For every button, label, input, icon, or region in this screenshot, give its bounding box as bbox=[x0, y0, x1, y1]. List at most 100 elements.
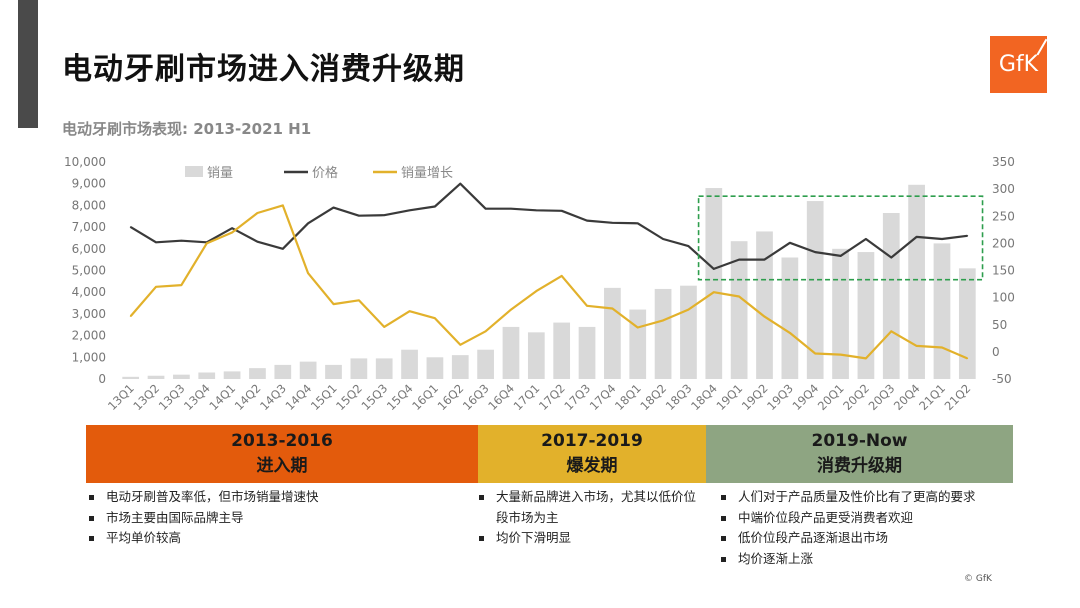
phase-boom-name: 爆发期 bbox=[566, 456, 618, 476]
right-tick-label: 250 bbox=[992, 209, 1015, 223]
bar-17Q2 bbox=[553, 322, 571, 379]
bar-16Q1 bbox=[426, 357, 444, 379]
category-label: 18Q2 bbox=[637, 381, 669, 413]
point-price-20Q4 bbox=[915, 236, 918, 238]
point-price-14Q4 bbox=[307, 222, 309, 225]
left-tick-label: 10,000 bbox=[64, 155, 106, 169]
category-label: 14Q2 bbox=[232, 381, 264, 413]
category-label: 18Q1 bbox=[612, 381, 644, 413]
list-item: 均价下滑明显 bbox=[476, 528, 706, 549]
category-label: 21Q1 bbox=[916, 381, 948, 413]
point-price-16Q1 bbox=[434, 205, 436, 208]
bar-21Q2 bbox=[958, 268, 976, 379]
point-price-14Q1 bbox=[231, 227, 233, 229]
list-item: 电动牙刷普及率低，但市场销量增速快 bbox=[86, 487, 476, 508]
list-item: 平均单价较高 bbox=[86, 528, 476, 549]
left-tick-label: 5,000 bbox=[72, 264, 106, 278]
category-label: 14Q1 bbox=[206, 381, 238, 413]
point-price-13Q2 bbox=[155, 241, 157, 244]
category-label: 19Q3 bbox=[764, 381, 796, 413]
point-price-21Q1 bbox=[941, 238, 943, 240]
left-tick-label: 3,000 bbox=[72, 307, 106, 321]
category-label: 19Q4 bbox=[789, 381, 821, 413]
bar-17Q3 bbox=[578, 326, 596, 379]
bar-19Q1 bbox=[730, 241, 748, 379]
point-growth-18Q1 bbox=[636, 326, 639, 329]
point-growth-14Q2 bbox=[256, 212, 259, 214]
point-growth-13Q2 bbox=[155, 285, 157, 288]
category-label: 19Q1 bbox=[713, 381, 745, 413]
bar-19Q4 bbox=[806, 201, 824, 379]
point-growth-20Q4 bbox=[915, 345, 918, 347]
category-label: 18Q3 bbox=[663, 381, 695, 413]
right-tick-label: -50 bbox=[992, 372, 1012, 386]
point-growth-19Q4 bbox=[814, 352, 817, 355]
bar-16Q2 bbox=[451, 355, 469, 379]
right-tick-label: 300 bbox=[992, 182, 1015, 196]
point-price-16Q2 bbox=[459, 182, 462, 185]
point-growth-13Q4 bbox=[205, 242, 208, 245]
category-label: 19Q2 bbox=[739, 381, 771, 413]
point-price-21Q2 bbox=[966, 234, 969, 237]
point-growth-16Q1 bbox=[434, 317, 436, 320]
point-price-19Q1 bbox=[738, 258, 740, 261]
bar-19Q2 bbox=[756, 231, 773, 379]
point-growth-19Q3 bbox=[789, 332, 791, 334]
point-growth-18Q2 bbox=[662, 319, 664, 322]
category-label: 14Q4 bbox=[282, 381, 314, 413]
phase-upgrade: 2019-Now 消费升级期 bbox=[706, 425, 1013, 483]
category-label: 17Q4 bbox=[587, 381, 619, 413]
left-tick-label: 4,000 bbox=[72, 285, 106, 299]
left-tick-label: 2,000 bbox=[72, 329, 106, 343]
point-price-15Q3 bbox=[383, 214, 386, 216]
point-price-18Q1 bbox=[636, 222, 639, 225]
point-growth-13Q1 bbox=[129, 315, 132, 317]
point-price-19Q3 bbox=[789, 242, 791, 244]
left-tick-label: 6,000 bbox=[72, 242, 106, 256]
point-price-13Q3 bbox=[180, 239, 183, 242]
point-growth-14Q1 bbox=[231, 231, 233, 234]
point-growth-17Q4 bbox=[611, 307, 614, 310]
category-label: 20Q3 bbox=[866, 381, 898, 413]
point-growth-21Q2 bbox=[966, 357, 969, 360]
category-label: 13Q4 bbox=[181, 381, 213, 413]
point-growth-14Q4 bbox=[307, 272, 309, 275]
point-price-18Q2 bbox=[662, 238, 664, 240]
bar-16Q4 bbox=[502, 326, 520, 379]
bar-15Q1 bbox=[325, 364, 342, 379]
phase-upgrade-notes: 人们对于产品质量及性价比有了更高的要求 中端价位段产品更受消费者欢迎 低价位段产… bbox=[718, 487, 1018, 569]
left-tick-label: 0 bbox=[98, 372, 106, 386]
phase-entry: 2013-2016 进入期 bbox=[86, 425, 478, 483]
category-label: 20Q1 bbox=[815, 381, 847, 413]
bar-13Q1 bbox=[122, 376, 140, 379]
legend-sales-swatch bbox=[185, 166, 203, 177]
point-growth-17Q1 bbox=[535, 290, 538, 292]
list-item: 市场主要由国际品牌主导 bbox=[86, 508, 476, 529]
right-tick-label: 100 bbox=[992, 291, 1015, 305]
point-growth-18Q3 bbox=[687, 308, 690, 311]
point-price-15Q4 bbox=[408, 209, 411, 212]
point-growth-15Q3 bbox=[383, 326, 386, 328]
legend-sales-label: 销量 bbox=[207, 166, 233, 181]
point-growth-19Q2 bbox=[763, 315, 766, 318]
list-item: 大量新品牌进入市场，尤其以低价位段市场为主 bbox=[476, 487, 706, 528]
bar-21Q1 bbox=[933, 243, 951, 379]
category-label: 13Q1 bbox=[105, 381, 137, 413]
phase-boom-notes: 大量新品牌进入市场，尤其以低价位段市场为主 均价下滑明显 bbox=[476, 487, 706, 549]
gfk-logo: GfK bbox=[990, 36, 1048, 93]
bar-14Q2 bbox=[249, 368, 266, 379]
category-label: 20Q2 bbox=[840, 381, 872, 413]
bar-17Q4 bbox=[604, 287, 621, 379]
point-growth-20Q2 bbox=[865, 357, 867, 360]
bar-18Q4 bbox=[705, 188, 723, 379]
point-growth-17Q3 bbox=[586, 304, 588, 307]
phase-boom-years: 2017-2019 bbox=[541, 431, 643, 451]
list-item: 低价位段产品逐渐退出市场 bbox=[718, 528, 1018, 549]
phase-entry-name: 进入期 bbox=[256, 456, 308, 476]
series-line-growth bbox=[129, 204, 968, 360]
category-label: 21Q2 bbox=[942, 381, 974, 413]
category-label: 16Q1 bbox=[409, 381, 441, 413]
bar-13Q2 bbox=[147, 375, 165, 379]
phase-upgrade-name: 消费升级期 bbox=[817, 456, 902, 476]
list-item: 均价逐渐上涨 bbox=[718, 549, 1018, 570]
